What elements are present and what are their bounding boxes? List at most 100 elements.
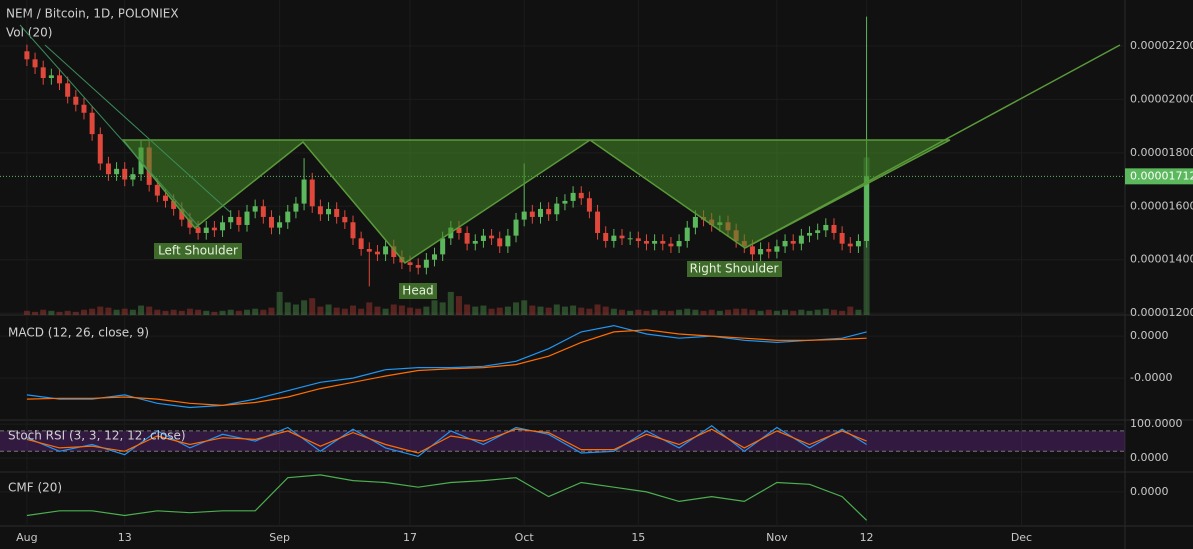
volume-bar (244, 309, 251, 315)
candle-body (285, 211, 291, 223)
volume-bar (553, 304, 560, 315)
candle-body (521, 211, 527, 220)
candle-body (171, 200, 177, 209)
volume-bar (64, 310, 71, 315)
candle-body (782, 240, 788, 247)
volume-bar (814, 309, 821, 315)
candle-body (529, 211, 535, 217)
candle-body (603, 232, 609, 241)
candle-body (162, 195, 168, 201)
volume-bar (855, 309, 862, 315)
volume-bar (178, 310, 185, 315)
volume-bar (667, 310, 674, 315)
volume-bar (602, 306, 609, 315)
candle-body (220, 222, 226, 231)
volume-bar (684, 308, 691, 315)
candle-body (203, 227, 209, 233)
candle-body (195, 227, 201, 233)
volume-bar (80, 309, 87, 315)
candle-body (619, 235, 625, 239)
candle-body (114, 168, 120, 175)
volume-bar (333, 307, 340, 315)
candle-body (350, 222, 356, 239)
candle-body (749, 246, 755, 255)
candle-body (105, 163, 111, 175)
volume-bar (513, 302, 520, 315)
volume-bar (692, 309, 699, 315)
volume-bar (89, 308, 96, 315)
volume-bar (162, 310, 169, 315)
candle-body (595, 211, 601, 233)
candle-body (383, 246, 389, 255)
candle-body (831, 224, 837, 233)
volume-bar (366, 302, 373, 315)
candle-body (464, 232, 470, 244)
pane-title: Stoch RSI (3, 3, 12, 12, close) (8, 429, 186, 443)
volume-bar (480, 305, 487, 315)
candle-body (268, 216, 274, 228)
volume-bar (48, 310, 55, 315)
volume-bar (235, 310, 242, 315)
volume-bar (309, 298, 316, 315)
candle-body (497, 238, 503, 247)
candle-body (790, 240, 796, 244)
volume-bar (390, 304, 397, 315)
volume-bar (423, 306, 430, 315)
y-tick-label: -0.0000 (1130, 371, 1172, 384)
candle-body (301, 179, 307, 204)
candle-body (277, 222, 283, 228)
volume-bar (431, 300, 438, 315)
candle-body (211, 227, 217, 231)
candle-body (586, 198, 592, 212)
volume-bar (676, 309, 683, 315)
candle-body (407, 262, 413, 266)
volume-bar (447, 291, 454, 315)
volume-bar (733, 308, 740, 315)
volume-bar (749, 309, 756, 315)
volume-bar (227, 309, 234, 315)
candle-body (57, 75, 63, 84)
candle-body (122, 168, 128, 180)
annotation-box (399, 283, 437, 299)
y-tick-label: 0.00001600 (1130, 199, 1193, 212)
volume-bar (56, 311, 63, 315)
volume-bar (839, 310, 846, 315)
candle-body (798, 235, 804, 244)
candle-body (684, 227, 690, 241)
volume-bar (741, 308, 748, 315)
volume-bar (146, 306, 153, 315)
y-tick-label: 0.00001400 (1130, 253, 1193, 266)
indicator-line (26, 329, 867, 407)
volume-bar (23, 310, 30, 315)
volume-title: Vol (20) (6, 26, 52, 40)
volume-bar (260, 309, 267, 315)
candle-body (839, 232, 845, 244)
x-tick-label: Oct (515, 531, 535, 544)
candle-body (537, 208, 543, 217)
y-tick-label: 100.0000 (1130, 417, 1183, 430)
y-tick-label: 0.0000 (1130, 329, 1169, 342)
candle-body (546, 208, 552, 215)
volume-bar (659, 310, 666, 315)
volume-bar (716, 310, 723, 315)
candle-body (334, 208, 340, 217)
y-tick-label: 0.0000 (1130, 485, 1169, 498)
volume-bar (496, 307, 503, 315)
candle-body (187, 219, 193, 228)
candle-body (252, 206, 258, 212)
volume-bar (798, 309, 805, 315)
volume-bar (610, 308, 617, 315)
candle-body (766, 249, 772, 252)
volume-bar (439, 302, 446, 315)
candle-body (89, 112, 95, 135)
volume-bar (268, 307, 275, 315)
volume-bar (121, 308, 128, 315)
candle-body (309, 179, 315, 207)
y-tick-label: 0.00002200 (1130, 39, 1193, 52)
x-tick-label: Nov (766, 531, 788, 544)
volume-bar (765, 309, 772, 315)
candle-body (643, 240, 649, 244)
candle-body (578, 192, 584, 199)
